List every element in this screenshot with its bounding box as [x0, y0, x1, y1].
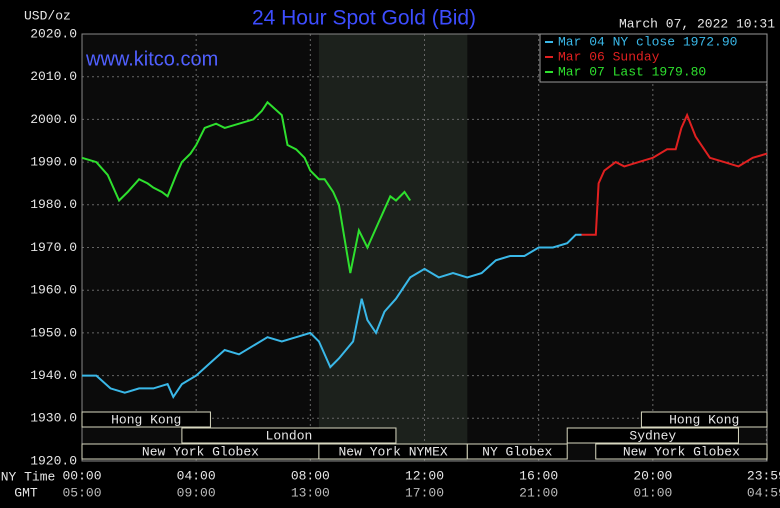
y-tick-label: 2010.0 [30, 69, 77, 84]
session-label: Sydney [629, 428, 676, 443]
y-unit: USD/oz [24, 8, 71, 23]
x2-tick-label: 21:00 [519, 485, 558, 500]
x-tick-label: 16:00 [519, 468, 558, 483]
chart-title: 24 Hour Spot Gold (Bid) [252, 7, 476, 30]
y-tick-label: 1980.0 [30, 197, 77, 212]
x2-tick-label: 09:00 [177, 485, 216, 500]
x-tick-label: 08:00 [291, 468, 330, 483]
y-tick-label: 1990.0 [30, 155, 77, 170]
x2-tick-label: 13:00 [291, 485, 330, 500]
y-tick-label: 1920.0 [30, 453, 77, 468]
sessions: Hong Kong London New York Globex New York N… [81, 411, 768, 460]
session-bar [81, 411, 211, 428]
x2-axis-label: GMT [14, 485, 38, 500]
x-axis-label: NY Time [1, 469, 56, 484]
series-line [81, 100, 412, 274]
x-tick-label: 00:00 [62, 468, 101, 483]
x-tick-label: 20:00 [633, 468, 672, 483]
x-tick-label: 23:59 [747, 468, 780, 483]
y-tick-label: 2020.0 [30, 26, 77, 41]
series-line [82, 233, 582, 399]
x2-tick-label: 04:59 [747, 485, 780, 500]
x-tick-label: 12:00 [405, 468, 444, 483]
session-bar [595, 443, 768, 460]
session-bar [466, 443, 568, 460]
legend-label: Mar 06 Sunday [558, 49, 660, 64]
session-label: New York Globex [142, 444, 259, 459]
y-tick-label: 1970.0 [30, 240, 77, 255]
y-tick-label: 1960.0 [30, 283, 77, 298]
session-bar [566, 427, 739, 444]
x2-tick-label: 01:00 [633, 485, 672, 500]
y-tick-label: 1930.0 [30, 411, 77, 426]
session-bar [181, 427, 397, 444]
legend-label: Mar 07 Last 1979.80 [558, 64, 706, 79]
watermark: www.kitco.com [85, 48, 218, 70]
session-label: New York NYMEX [338, 444, 447, 459]
session-bar [640, 411, 768, 428]
y-tick-label: 1940.0 [30, 368, 77, 383]
y-tick-label: 2000.0 [30, 112, 77, 127]
x2-tick-label: 05:00 [62, 485, 101, 500]
timestamp: March 07, 2022 10:31 [619, 16, 775, 31]
y-tick-label: 1950.0 [30, 325, 77, 340]
x-tick-label: 04:00 [177, 468, 216, 483]
legend-label: Mar 04 NY close 1972.90 [558, 34, 737, 49]
plot-border [81, 33, 768, 462]
session-label: London [266, 428, 313, 443]
x2-tick-label: 17:00 [405, 485, 444, 500]
session-label: New York Globex [623, 444, 740, 459]
session-label: Hong Kong [111, 412, 181, 427]
session-label: NY Globex [482, 444, 552, 459]
session-label: Hong Kong [669, 412, 739, 427]
legend-box [539, 33, 768, 83]
series-line [581, 112, 768, 236]
